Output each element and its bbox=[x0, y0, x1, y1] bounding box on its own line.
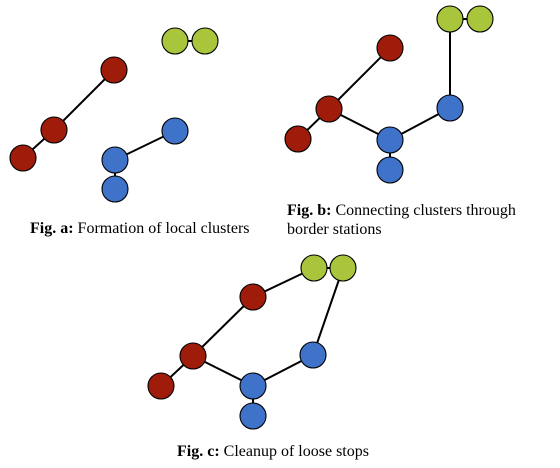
station-node-b-r2 bbox=[315, 95, 343, 123]
station-node-a-b2 bbox=[101, 146, 129, 174]
station-node-a-r2 bbox=[40, 116, 68, 144]
station-node-a-b1 bbox=[161, 117, 189, 145]
station-node-a-r3 bbox=[9, 144, 37, 172]
station-node-b-b1 bbox=[436, 94, 464, 122]
edge-b-r1-r2 bbox=[328, 47, 391, 110]
station-node-b-b2 bbox=[376, 126, 404, 154]
caption-fig-a: Fig. a: Formation of local clusters bbox=[30, 219, 250, 238]
caption-fig-a-text: Formation of local clusters bbox=[77, 220, 250, 237]
station-node-c-g1 bbox=[300, 254, 328, 282]
station-node-c-b2 bbox=[239, 372, 267, 400]
station-node-a-g2 bbox=[191, 27, 219, 55]
edge-c-r1-r2 bbox=[192, 296, 254, 357]
station-node-a-b3 bbox=[101, 175, 129, 203]
figure-c bbox=[147, 254, 357, 430]
caption-fig-c-text: Cleanup of loose stops bbox=[223, 443, 369, 460]
figure-a bbox=[9, 27, 219, 203]
station-node-b-b3 bbox=[376, 156, 404, 184]
caption-fig-b-text: Connecting clusters through bbox=[335, 202, 516, 219]
caption-fig-c-label: Fig. c: bbox=[177, 443, 220, 460]
station-node-c-r3 bbox=[147, 372, 175, 400]
station-node-c-r2 bbox=[179, 342, 207, 370]
station-node-b-g1 bbox=[436, 5, 464, 33]
caption-fig-b: Fig. b: Connecting clusters through bord… bbox=[287, 201, 516, 239]
station-node-b-r3 bbox=[284, 125, 312, 153]
figure-b bbox=[284, 5, 494, 184]
station-node-c-b1 bbox=[299, 341, 327, 369]
caption-fig-b-label: Fig. b: bbox=[287, 202, 332, 219]
edge-c-b1-g2 bbox=[312, 267, 344, 356]
station-node-c-b3 bbox=[239, 402, 267, 430]
caption-fig-b-text2: border stations bbox=[287, 221, 382, 238]
station-node-a-g1 bbox=[161, 27, 189, 55]
station-node-a-r1 bbox=[100, 56, 128, 84]
caption-fig-a-label: Fig. a: bbox=[30, 220, 74, 237]
station-node-c-r1 bbox=[239, 283, 267, 311]
station-node-b-r1 bbox=[376, 34, 404, 62]
station-node-b-g2 bbox=[466, 5, 494, 33]
station-node-c-g2 bbox=[329, 254, 357, 282]
edge-a-r1-r2 bbox=[53, 69, 115, 131]
caption-fig-c: Fig. c: Cleanup of loose stops bbox=[177, 442, 369, 461]
